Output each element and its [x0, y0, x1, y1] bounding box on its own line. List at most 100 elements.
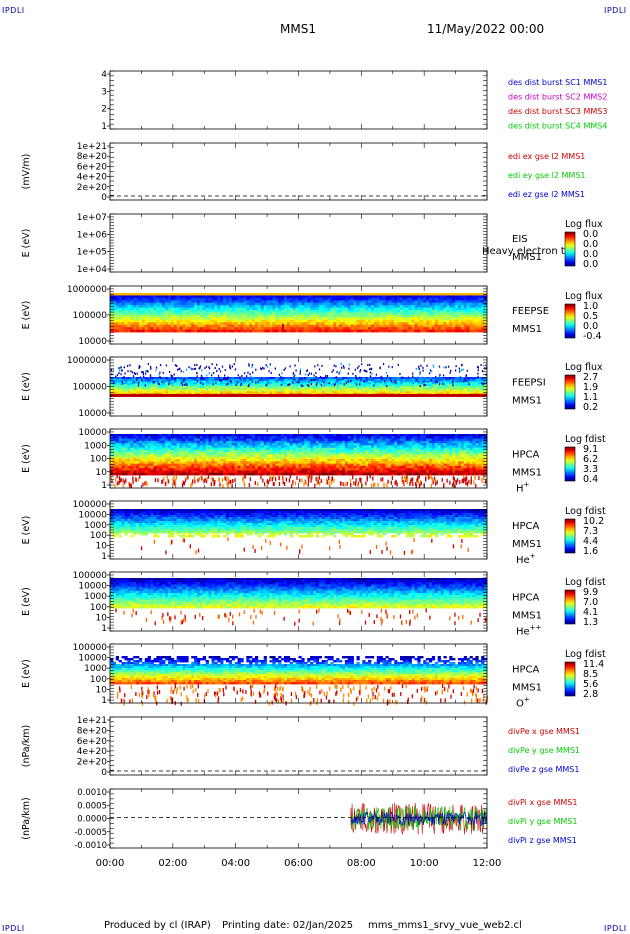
spectrogram-cell	[185, 391, 189, 394]
spectrogram-speckle	[194, 367, 197, 370]
legend-entry: edi ex gse l2 MMS1	[508, 152, 585, 161]
spectrogram-cell	[350, 295, 354, 299]
spectrogram-speckle	[278, 373, 281, 376]
spectrogram-cell	[165, 452, 169, 455]
spectrogram-cell	[139, 443, 143, 446]
spectrogram-cell	[246, 293, 250, 296]
spectrogram-cell	[246, 319, 250, 323]
spectrogram-cell	[315, 389, 320, 392]
spectrogram-cell	[304, 305, 308, 309]
spectrogram-cell	[431, 310, 436, 313]
spectrogram-cell	[417, 387, 421, 390]
spectrogram-cell	[365, 387, 369, 390]
spectrogram-cell	[194, 329, 198, 333]
spectrogram-cell	[156, 440, 160, 444]
spectrogram-cell	[110, 327, 114, 330]
spectrogram-cell	[217, 378, 221, 381]
spectrogram-cell	[130, 300, 134, 304]
spectrogram-cell	[420, 378, 424, 381]
spectrogram-cell	[199, 293, 204, 296]
spectrogram-cell	[249, 382, 253, 385]
spectrogram-cell	[141, 468, 146, 471]
spectrogram-cell	[199, 443, 204, 446]
spectrogram-cell	[182, 297, 186, 301]
spectrogram-cell	[449, 317, 453, 321]
spectrogram-speckle	[196, 380, 199, 383]
spectrogram-cell	[168, 459, 172, 462]
spectrogram-speckle	[250, 375, 252, 378]
spectrogram-cell	[191, 454, 195, 458]
spectrogram-cell	[130, 468, 134, 471]
spectrogram-cell	[110, 319, 114, 323]
spectrogram-cell	[205, 463, 209, 467]
spectrogram-cell	[141, 447, 146, 451]
spectrogram-cell	[420, 327, 424, 330]
spectrogram-cell	[446, 300, 450, 304]
spectrogram-cell	[202, 449, 206, 453]
spectrogram-cell	[150, 307, 154, 311]
spectrogram-cell	[199, 386, 204, 389]
y-axis-title: E (eV)	[21, 229, 32, 258]
spectrogram-cell	[231, 327, 235, 330]
spectrogram-cell	[118, 443, 122, 446]
spectrogram-cell	[315, 327, 320, 330]
spectrogram-cell	[449, 310, 453, 313]
spectrogram-cell	[202, 470, 206, 474]
spectrogram-cell	[446, 378, 450, 381]
spectrogram-cell	[342, 389, 346, 392]
spectrogram-cell	[124, 295, 128, 299]
spectrogram-cell	[269, 382, 273, 385]
spectrogram-cell	[182, 436, 186, 439]
spectrogram-cell	[324, 322, 328, 326]
spectrogram-cell	[350, 317, 354, 321]
spectrogram-cell	[118, 447, 122, 451]
spectrogram-cell	[298, 295, 302, 299]
spectrogram-cell	[388, 324, 392, 328]
spectrogram-speckle	[318, 368, 321, 371]
spectrogram-cell	[313, 300, 317, 304]
spectrogram-cell	[330, 295, 334, 299]
spectrogram-cell	[446, 297, 450, 301]
spectrogram-cell	[408, 305, 412, 309]
spectrogram-cell	[208, 302, 212, 306]
y-axis-title: E (eV)	[21, 372, 32, 401]
spectrogram-cell	[284, 297, 288, 301]
spectrogram-cell	[405, 329, 409, 333]
spectrogram-band	[110, 394, 487, 397]
spectrogram-cell	[420, 310, 424, 313]
spectrogram-cell	[463, 305, 467, 309]
spectrogram-cell	[272, 302, 276, 306]
spectrogram-cell	[159, 300, 163, 304]
spectrogram-cell	[231, 319, 235, 323]
spectrogram-speckle	[180, 370, 182, 373]
spectrogram-cell	[162, 384, 166, 387]
spectrogram-cell	[234, 322, 238, 326]
spectrogram-cell	[112, 465, 117, 469]
spectrogram-cell	[324, 387, 328, 390]
spectrogram-cell	[156, 327, 160, 330]
spectrogram-cell	[173, 461, 177, 465]
spectrogram-speckle	[316, 382, 318, 385]
spectrogram-cell	[397, 322, 401, 326]
spectrogram-cell	[249, 322, 253, 326]
spectrogram-cell	[342, 322, 346, 326]
spectrogram-speckle	[149, 365, 152, 368]
spectrogram-cell	[147, 297, 151, 301]
spectrogram-speckle	[202, 377, 205, 380]
spectrogram-cell	[139, 324, 143, 328]
spectrogram-cell	[298, 382, 302, 385]
spectrogram-cell	[228, 293, 233, 296]
spectrogram-cell	[249, 384, 253, 387]
spectrogram-cell	[368, 322, 372, 326]
spectrogram-cell	[347, 382, 351, 385]
spectrogram-cell	[234, 297, 238, 301]
spectrogram-cell	[179, 452, 183, 455]
spectrogram-cell	[466, 382, 470, 385]
spectrogram-cell	[170, 447, 175, 451]
spectrogram-cell	[388, 382, 392, 385]
spectrogram-cell	[452, 384, 456, 387]
spectrogram-cell	[359, 329, 363, 333]
spectrogram-cell	[255, 378, 259, 381]
spectrogram-cell	[397, 329, 401, 333]
spectrogram-cell	[237, 380, 241, 383]
